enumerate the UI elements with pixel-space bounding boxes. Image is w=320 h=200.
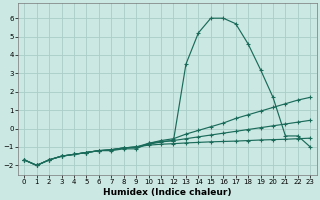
X-axis label: Humidex (Indice chaleur): Humidex (Indice chaleur) bbox=[103, 188, 232, 197]
